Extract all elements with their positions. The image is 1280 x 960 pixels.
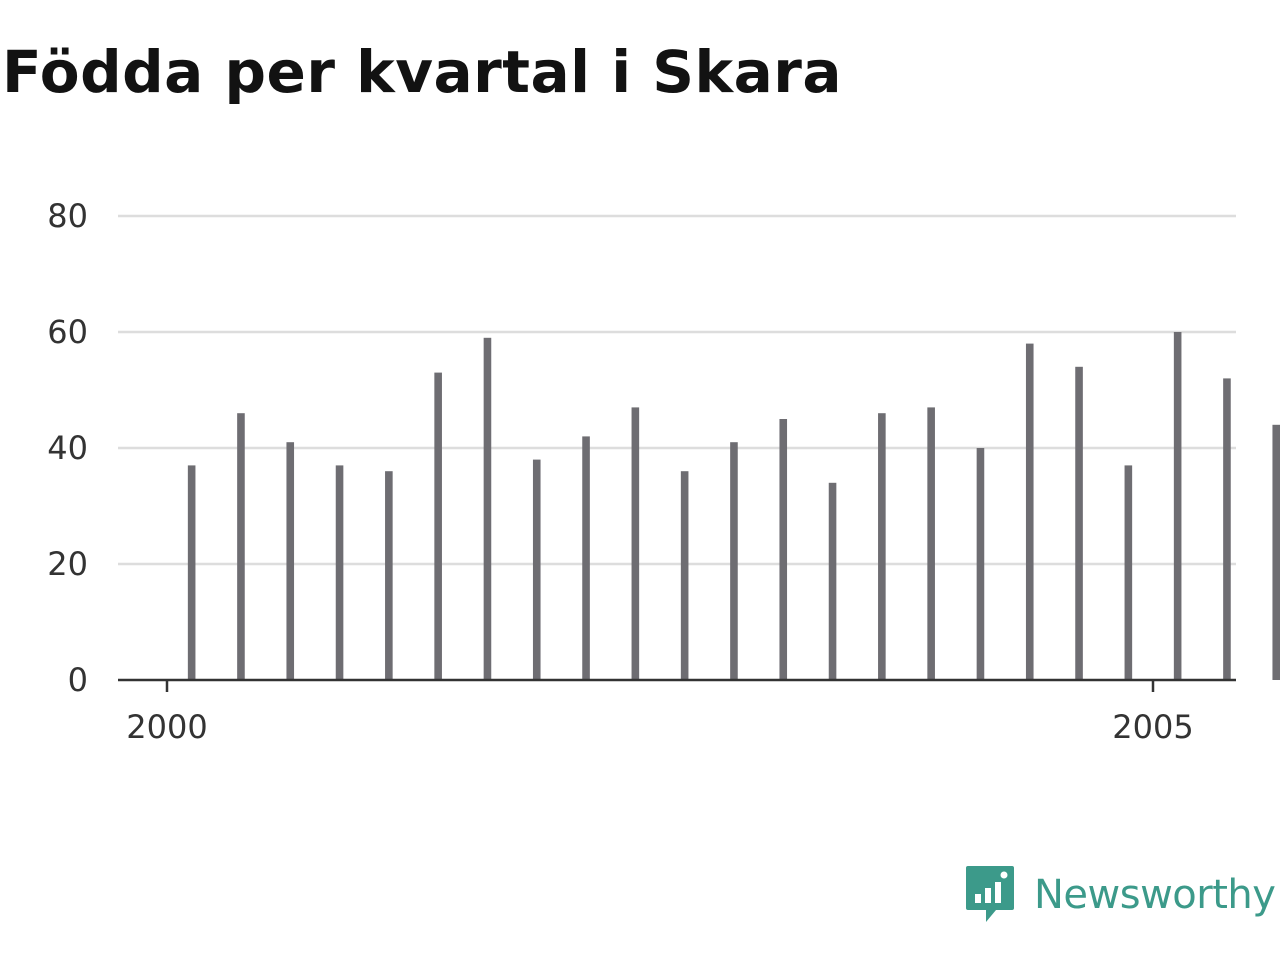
x-axis-labels: 200020052010201520202025 <box>126 708 1193 746</box>
bar <box>237 413 245 680</box>
bars <box>187 332 1280 680</box>
bar <box>1223 378 1231 680</box>
chart-title: Födda per kvartal i Skara <box>2 38 842 106</box>
bar <box>828 482 837 680</box>
newsworthy-logo: Newsworthy <box>964 864 1276 926</box>
bar <box>680 471 689 680</box>
bar <box>335 465 344 680</box>
bar <box>1272 424 1280 680</box>
bar <box>434 372 442 680</box>
bar <box>582 436 590 680</box>
x-axis <box>118 678 1236 692</box>
bar <box>779 419 788 680</box>
bar <box>483 337 492 680</box>
bar <box>286 442 295 680</box>
bar <box>187 465 196 680</box>
newsworthy-logo-icon <box>966 866 1014 922</box>
x-tick-label: 2005 <box>1112 708 1193 746</box>
gridlines <box>118 214 1236 566</box>
brand-name: Newsworthy <box>1034 872 1276 918</box>
bar <box>927 407 935 680</box>
bar <box>1173 332 1182 680</box>
bar <box>1025 343 1034 680</box>
y-axis-labels: 0 20 40 60 80 <box>47 197 88 699</box>
bar <box>532 459 541 680</box>
y-tick-label: 20 <box>47 545 88 583</box>
x-tick-label: 2000 <box>126 708 207 746</box>
bar <box>385 471 393 680</box>
y-tick-label: 0 <box>68 661 88 699</box>
y-tick-label: 80 <box>47 197 88 235</box>
y-tick-label: 60 <box>47 313 88 351</box>
bar <box>730 442 738 680</box>
bar <box>1124 465 1133 680</box>
bar <box>1075 366 1083 680</box>
y-tick-label: 40 <box>47 429 88 467</box>
bar <box>631 407 640 680</box>
bar <box>878 413 886 680</box>
bar <box>976 448 985 680</box>
